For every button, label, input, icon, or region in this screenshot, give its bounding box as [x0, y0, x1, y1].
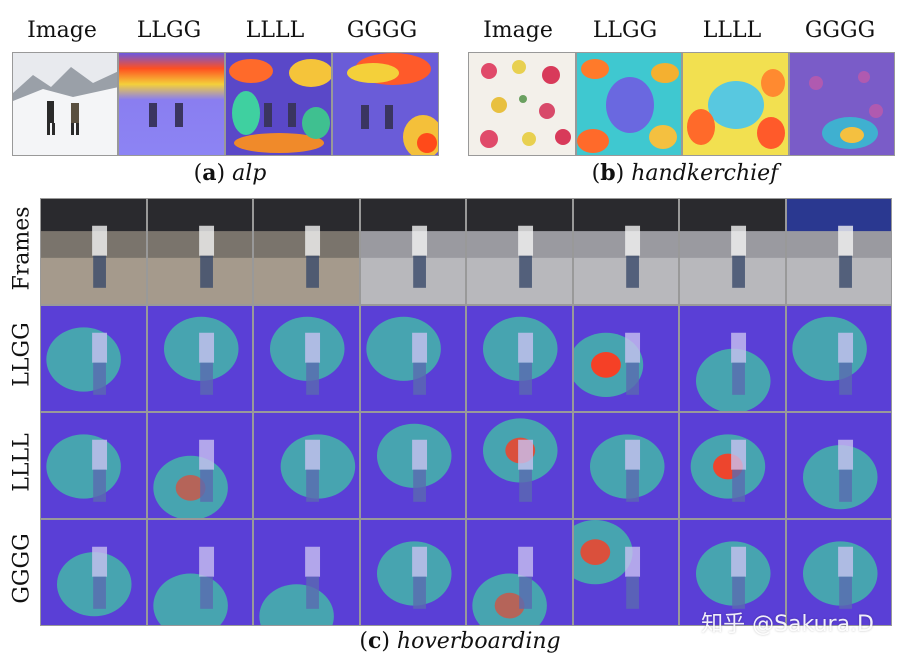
panel-a-header-image: Image: [27, 18, 97, 43]
hoverboarding-frames-frame-2: [146, 198, 253, 305]
panel-b-header-image: Image: [483, 18, 553, 43]
panel-b-header-llgg: LLGG: [592, 18, 658, 43]
caption-c-letter: c: [367, 628, 382, 654]
hoverboarding-gggg-frame-6: [572, 519, 679, 626]
caption-b-name: handkerchief: [631, 161, 779, 186]
panel-b-header-llll: LLLL: [702, 18, 762, 43]
hoverboarding-llll-frame-8: [785, 412, 892, 519]
row-label-llll: LLLL: [9, 433, 35, 492]
hoverboarding-llll-frame-6: [572, 412, 679, 519]
alp-heatmap-gggg: [332, 52, 439, 156]
hoverboarding-frames-frame-7: [679, 198, 786, 305]
hoverboarding-llll-frame-4: [359, 412, 466, 519]
alp-image: [12, 52, 118, 156]
caption-c: (c) hoverboarding: [359, 628, 561, 654]
hoverboarding-gggg-frame-4: [359, 519, 466, 626]
caption-a-name: alp: [232, 161, 267, 186]
hoverboarding-gggg-frame-8: [785, 519, 892, 626]
hoverboarding-frames-frame-3: [253, 198, 360, 305]
hoverboarding-gggg-frame-7: [679, 519, 786, 626]
panel-a-header-llgg: LLGG: [136, 18, 202, 43]
handkerchief-image: [468, 52, 576, 156]
watermark-text: 知乎 @Sakura.D: [701, 612, 874, 637]
hoverboarding-llgg-frame-5: [466, 305, 573, 412]
hoverboarding-gggg-frame-2: [146, 519, 253, 626]
hoverboarding-frames-frame-8: [785, 198, 892, 305]
hoverboarding-frames-frame-1: [40, 198, 147, 305]
hoverboarding-llgg-frame-8: [785, 305, 892, 412]
alp-heatmap-llll: [225, 52, 332, 156]
hoverboarding-frames-frame-4: [359, 198, 466, 305]
hoverboarding-llll-frame-2: [146, 412, 253, 519]
hoverboarding-gggg-frame-1: [40, 519, 147, 626]
hoverboarding-llgg-frame-7: [679, 305, 786, 412]
hoverboarding-llll-frame-5: [466, 412, 573, 519]
hoverboarding-gggg-frame-3: [253, 519, 360, 626]
hoverboarding-llll-frame-1: [40, 412, 147, 519]
caption-c-name: hoverboarding: [396, 629, 561, 654]
hoverboarding-llll-frame-3: [253, 412, 360, 519]
hoverboarding-llgg-frame-3: [253, 305, 360, 412]
hoverboarding-llgg-frame-4: [359, 305, 466, 412]
panel-a-header-gggg: GGGG: [346, 18, 418, 43]
alp-heatmap-llgg: [118, 52, 225, 156]
hoverboarding-grid: [40, 198, 892, 626]
row-label-llgg: LLGG: [9, 322, 35, 387]
panel-a-header-llll: LLLL: [245, 18, 305, 43]
hoverboarding-llgg-frame-2: [146, 305, 253, 412]
caption-b: (b) handkerchief: [591, 160, 779, 186]
handkerchief-heatmap-gggg: [789, 52, 895, 156]
hoverboarding-frames-frame-6: [572, 198, 679, 305]
caption-a-letter: a: [202, 160, 217, 186]
row-label-gggg: GGGG: [9, 533, 35, 604]
panel-b-header-gggg: GGGG: [804, 18, 876, 43]
hoverboarding-llgg-frame-6: [572, 305, 679, 412]
caption-a: (a) alp: [193, 160, 267, 186]
row-label-frames: Frames: [9, 206, 35, 291]
caption-b-letter: b: [600, 160, 616, 186]
handkerchief-heatmap-llll: [682, 52, 789, 156]
handkerchief-heatmap-llgg: [576, 52, 682, 156]
hoverboarding-llll-frame-7: [679, 412, 786, 519]
hoverboarding-frames-frame-5: [466, 198, 573, 305]
hoverboarding-llgg-frame-1: [40, 305, 147, 412]
hoverboarding-gggg-frame-5: [466, 519, 573, 626]
